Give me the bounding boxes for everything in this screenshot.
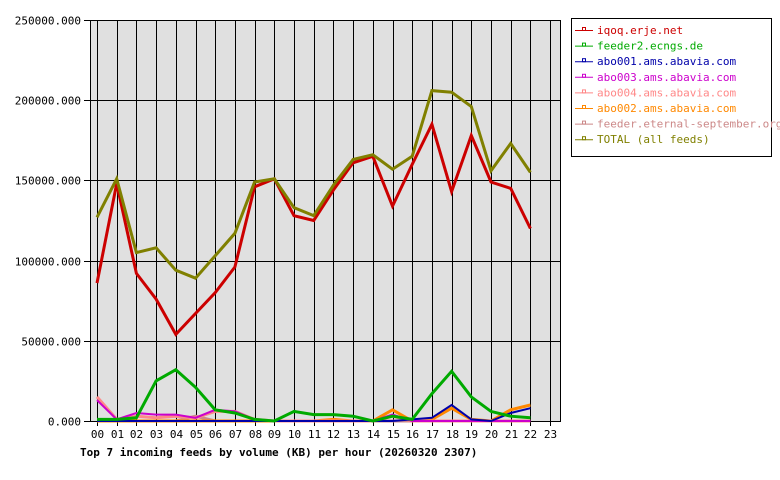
legend-item: feeder.eternal-september.org	[575, 118, 780, 131]
legend-label: TOTAL (all feeds)	[597, 133, 710, 146]
x-tick-label: 14	[367, 428, 381, 441]
x-tick-label: 18	[446, 428, 459, 441]
legend-item: iqoq.erje.net	[575, 24, 683, 37]
y-axis: 0.000 50000.000 100000.000 150000.000 200000…	[15, 15, 90, 429]
plot-background	[90, 20, 560, 421]
x-tick-label: 08	[249, 428, 262, 441]
legend-item: abo004.ams.abavia.com	[575, 86, 736, 99]
legend-label: abo002.ams.abavia.com	[597, 102, 736, 115]
legend-marker-icon	[582, 89, 586, 94]
legend-item: abo003.ams.abavia.com	[575, 71, 736, 84]
y-tick-label: 50000.000	[21, 336, 81, 349]
x-tick-label: 02	[130, 428, 143, 441]
x-tick-label: 10	[288, 428, 301, 441]
x-tick-label: 13	[347, 428, 360, 441]
legend-item: abo002.ams.abavia.com	[575, 102, 736, 115]
x-tick-label: 11	[308, 428, 321, 441]
series-line-abo001-ams-abavia-com	[97, 403, 531, 423]
x-tick-label: 06	[209, 428, 222, 441]
legend-item: feeder2.ecngs.de	[575, 40, 703, 53]
legend-marker-icon	[582, 73, 586, 78]
legend-box	[571, 18, 772, 157]
x-tick-label: 07	[229, 428, 242, 441]
x-tick-label: 20	[485, 428, 498, 441]
x-tick-label: 04	[170, 428, 184, 441]
legend-marker-icon	[582, 105, 586, 109]
y-tick-label: 150000.000	[15, 175, 81, 188]
x-tick-label: 03	[150, 428, 163, 441]
series-line-iqoq-erje-net	[95, 120, 532, 337]
x-tick-label: 15	[387, 428, 400, 441]
series-line-total-all-feeds-	[95, 89, 532, 280]
legend-label: abo003.ams.abavia.com	[597, 71, 736, 84]
x-tick-label: 09	[268, 428, 281, 441]
legend: iqoq.erje.net feeder2.ecngs.de abo001.ams.…	[571, 18, 780, 157]
legend-label: iqoq.erje.net	[597, 24, 683, 37]
x-tick-label: 12	[327, 428, 340, 441]
legend-marker-icon	[582, 42, 586, 47]
legend-label: feeder2.ecngs.de	[597, 40, 703, 53]
chart-caption: Top 7 incoming feeds by volume (KB) per …	[80, 446, 477, 459]
legend-label: abo004.ams.abavia.com	[597, 86, 736, 99]
y-tick-label: 200000.000	[15, 95, 81, 108]
legend-item: TOTAL (all feeds)	[575, 133, 710, 146]
series-lines	[95, 89, 532, 423]
y-tick-label: 100000.000	[15, 256, 81, 269]
y-tick-label: 250000.000	[15, 15, 81, 28]
legend-marker-icon	[582, 120, 586, 125]
legend-label: feeder.eternal-september.org	[597, 118, 780, 131]
x-tick-label: 01	[111, 428, 124, 441]
x-tick-label: 19	[465, 428, 478, 441]
legend-marker-icon	[582, 27, 586, 31]
x-tick-label: 22	[524, 428, 537, 441]
y-tick-label: 0.000	[48, 416, 81, 429]
series-line-feeder2-ecngs-de	[97, 367, 531, 423]
x-axis: 00 01 02 03 04 05 06 07 08 09 10 11 12 13 14 15 16 17 18 19…	[91, 421, 557, 441]
x-tick-label: 05	[190, 428, 203, 441]
x-tick-label: 00	[91, 428, 104, 441]
x-tick-label: 16	[406, 428, 419, 441]
legend-item: abo001.ams.abavia.com	[575, 55, 736, 68]
x-tick-label: 23	[544, 428, 557, 441]
legend-marker-icon	[582, 58, 586, 63]
x-tick-label: 17	[426, 428, 439, 441]
legend-label: abo001.ams.abavia.com	[597, 55, 736, 68]
legend-marker-icon	[582, 136, 586, 141]
x-tick-label: 21	[505, 428, 518, 441]
